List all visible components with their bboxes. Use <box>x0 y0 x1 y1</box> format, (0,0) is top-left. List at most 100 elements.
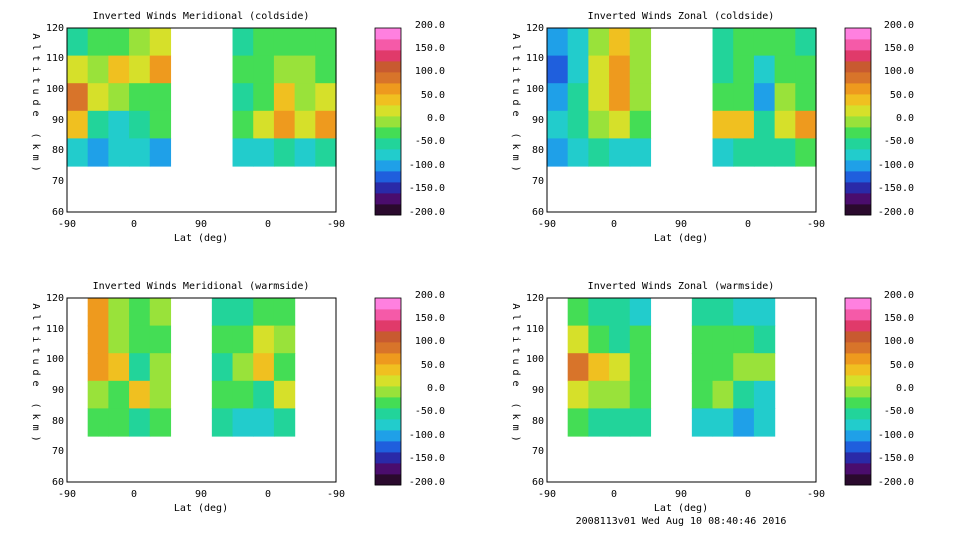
y-axis-label: Altitude (km) <box>510 303 521 446</box>
colorbar-label: -150.0 <box>409 183 445 194</box>
colorbar-swatch <box>845 182 871 194</box>
heatmap-cell <box>588 28 610 57</box>
y-tick-label: 110 <box>526 324 544 335</box>
colorbar-swatch <box>845 39 871 51</box>
colorbar-swatch <box>845 342 871 354</box>
colorbar-label: -100.0 <box>878 160 914 171</box>
x-axis-label: Lat (deg) <box>174 503 228 514</box>
colorbar-label: -150.0 <box>878 453 914 464</box>
colorbar-label: 0.0 <box>427 113 445 124</box>
heatmap-cell <box>588 380 610 409</box>
y-tick-label: 80 <box>52 416 64 427</box>
colorbar-swatch <box>845 452 871 464</box>
plot-frame <box>546 297 817 483</box>
colorbar-frame <box>844 297 872 486</box>
x-tick-label: 0 <box>745 219 751 230</box>
y-tick-label: 100 <box>526 354 544 365</box>
colorbar <box>844 27 872 216</box>
heatmap-cell <box>149 110 172 139</box>
colorbar-label: 150.0 <box>884 313 914 324</box>
colorbar-swatch <box>375 430 401 442</box>
heatmap-cell <box>547 28 569 57</box>
heatmap-cell <box>733 298 755 327</box>
heatmap-cell <box>129 298 151 327</box>
colorbar-swatch <box>375 397 401 409</box>
y-tick-label: 90 <box>532 385 544 396</box>
colorbar-label: -100.0 <box>878 430 914 441</box>
heatmap-cell <box>129 110 151 139</box>
heatmap-cell <box>795 110 817 139</box>
heatmap-cell <box>273 138 296 167</box>
heatmap-cells <box>547 28 817 167</box>
heatmap-cell <box>108 408 130 437</box>
heatmap-cell <box>753 325 776 354</box>
heatmap-cell <box>567 138 589 167</box>
heatmap-cell <box>294 28 316 57</box>
colorbar-swatch <box>375 331 401 343</box>
heatmap-cell <box>712 55 734 84</box>
y-tick-label: 110 <box>46 324 64 335</box>
heatmap-cell <box>733 353 755 382</box>
heatmap-cell <box>129 83 151 112</box>
heatmap-cell <box>232 55 254 84</box>
colorbar-swatch <box>845 61 871 73</box>
colorbar-swatch <box>845 430 871 442</box>
heatmap-cell <box>108 83 130 112</box>
colorbar-swatch <box>375 50 401 62</box>
colorbar-label: 150.0 <box>415 43 445 54</box>
heatmap-cell <box>87 325 109 354</box>
heatmap-cell <box>712 83 734 112</box>
colorbar-label: -200.0 <box>878 207 914 218</box>
heatmap-cell <box>253 28 275 57</box>
colorbar <box>374 297 402 486</box>
heatmap-cell <box>609 138 631 167</box>
heatmap-cell <box>753 353 776 382</box>
colorbar-swatch <box>375 452 401 464</box>
x-tick-label: 0 <box>265 219 271 230</box>
heatmap-cell <box>294 138 316 167</box>
heatmap-cell <box>629 138 652 167</box>
colorbar-swatch <box>375 320 401 332</box>
y-tick-label: 80 <box>532 145 544 156</box>
x-axis-label: Lat (deg) <box>654 503 708 514</box>
heatmap-cell <box>795 138 817 167</box>
heatmap-cell <box>753 55 776 84</box>
colorbar-label: -50.0 <box>884 136 914 147</box>
heatmap-cell <box>253 55 275 84</box>
heatmap-cell <box>273 353 296 382</box>
x-axis-ticks: -90 0 90 0 -90 <box>538 489 825 500</box>
heatmap-cell <box>691 408 714 437</box>
heatmap-cell <box>609 83 631 112</box>
colorbar-swatch <box>845 364 871 376</box>
x-tick-label: 0 <box>611 489 617 500</box>
heatmap-cell <box>232 325 254 354</box>
heatmap-cell <box>87 28 109 57</box>
colorbar-swatch <box>845 83 871 95</box>
colorbar-swatch <box>845 353 871 365</box>
colorbar-swatch <box>375 149 401 161</box>
heatmap-cell <box>67 138 89 167</box>
colorbar-swatch <box>845 138 871 150</box>
heatmap-cell <box>211 325 234 354</box>
x-tick-label: 0 <box>265 489 271 500</box>
y-tick-label: 100 <box>526 84 544 95</box>
colorbar-label: -150.0 <box>409 453 445 464</box>
heatmap-cell <box>629 380 652 409</box>
colorbar-swatch <box>845 474 871 486</box>
heatmap-cell <box>753 28 776 57</box>
colorbar-frame <box>374 27 402 216</box>
colorbar-label: -50.0 <box>415 406 445 417</box>
x-tick-label: 90 <box>195 219 207 230</box>
heatmap-cell <box>712 353 734 382</box>
colorbar-swatch <box>845 116 871 128</box>
colorbar-swatch <box>845 160 871 172</box>
heatmap-cell <box>149 55 172 84</box>
plot-frame <box>66 27 337 213</box>
heatmap-cell <box>567 83 589 112</box>
colorbar-swatch <box>845 50 871 62</box>
heatmap-cell <box>294 55 316 84</box>
heatmap-cell <box>315 110 337 139</box>
colorbar-label: 50.0 <box>890 360 914 371</box>
colorbar-swatch <box>375 419 401 431</box>
